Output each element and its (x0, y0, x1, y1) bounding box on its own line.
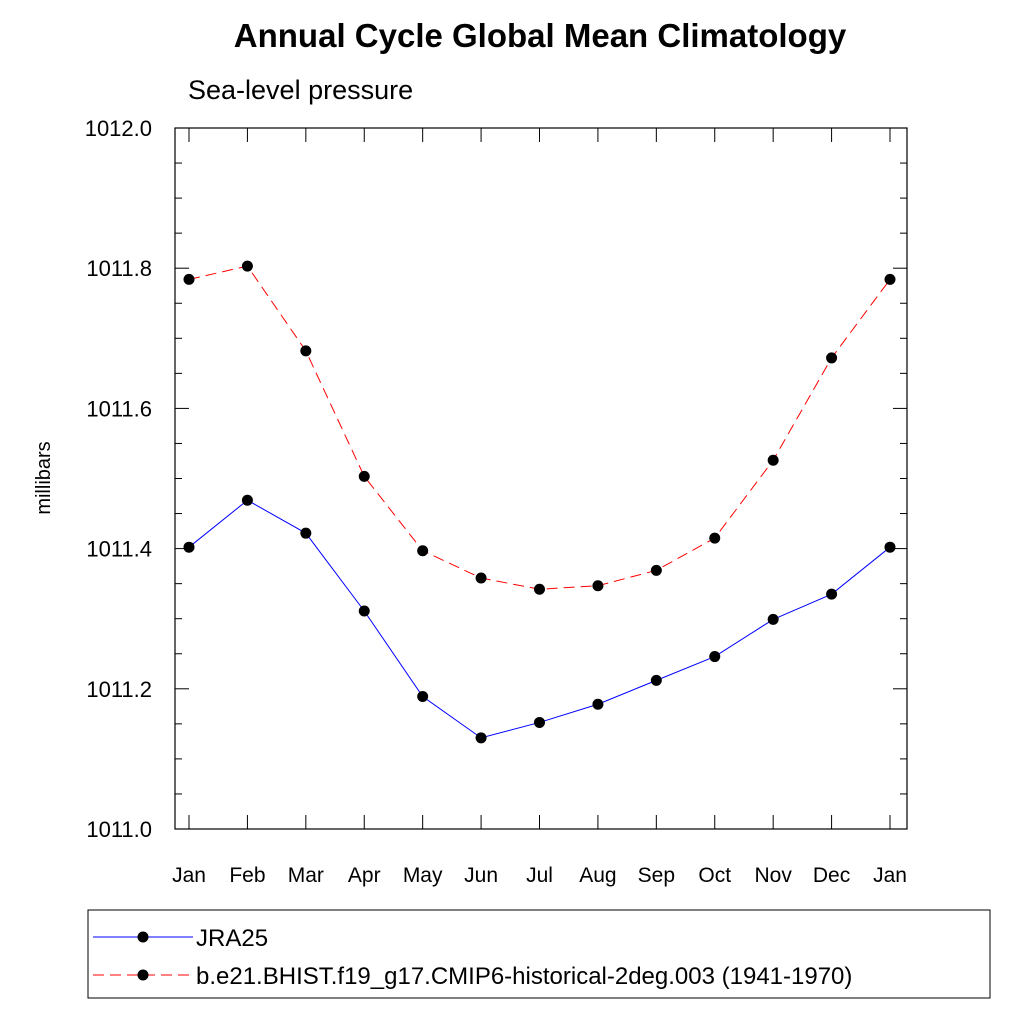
data-point (650, 564, 662, 576)
data-point (241, 494, 253, 506)
data-point (884, 273, 896, 285)
series-2 (183, 260, 896, 595)
data-point (767, 454, 779, 466)
legend-box (87, 909, 991, 999)
y-tick-label: 1011.2 (86, 677, 152, 702)
legend-marker (137, 931, 149, 943)
data-point (417, 545, 429, 557)
data-point (826, 588, 838, 600)
x-tick-label: May (403, 864, 443, 887)
x-tick-label: Jan (873, 864, 907, 887)
data-point (358, 605, 370, 617)
chart-title: Annual Cycle Global Mean Climatology (234, 17, 847, 54)
data-point (183, 541, 195, 553)
x-axis: Jan Feb Mar Apr May Jun Jul Aug Sep Oct Nov Dec Jan (172, 128, 907, 887)
data-point (534, 716, 545, 728)
y-tick-label: 1011.8 (86, 256, 152, 281)
series-1 (183, 494, 896, 744)
data-point (884, 541, 896, 553)
legend-item-1: JRA25 (93, 925, 268, 952)
data-point (300, 527, 312, 539)
data-point (475, 572, 487, 584)
x-tick-label: Mar (288, 864, 324, 887)
data-point (650, 674, 662, 686)
data-point (358, 470, 370, 482)
y-tick-label: 1011.4 (86, 537, 152, 562)
chart-subtitle: Sea-level pressure (188, 75, 413, 105)
series-line (188, 265, 891, 590)
x-tick-label: Jun (464, 864, 498, 887)
y-tick-label: 1011.0 (86, 817, 152, 842)
data-point (826, 352, 838, 364)
y-tick-label: 1011.6 (86, 396, 152, 421)
legend-marker (137, 969, 149, 981)
x-tick-label: Jan (172, 864, 206, 887)
data-point (241, 260, 253, 272)
y-axis-label: millibars (33, 441, 55, 514)
data-point (183, 273, 195, 285)
data-point (592, 580, 604, 592)
x-tick-label: Oct (698, 864, 731, 887)
x-tick-label: Aug (579, 864, 616, 887)
y-axis: 1011.0 1011.2 1011.4 1011.6 1011.8 1012.0 (85, 116, 907, 842)
series-layer (183, 260, 896, 744)
data-point (534, 583, 545, 595)
legend-label: JRA25 (196, 925, 268, 952)
x-tick-label: Nov (754, 864, 792, 887)
data-point (709, 651, 721, 663)
legend-item-2: b.e21.BHIST.f19_g17.CMIP6-historical-2de… (93, 963, 852, 990)
data-point (767, 613, 779, 625)
data-point (592, 698, 604, 710)
data-point (300, 345, 312, 357)
x-tick-label: Dec (813, 864, 850, 887)
data-point (417, 691, 429, 703)
x-tick-label: Feb (229, 864, 265, 887)
legend-label: b.e21.BHIST.f19_g17.CMIP6-historical-2de… (196, 963, 852, 990)
series-line (188, 499, 891, 739)
y-tick-label: 1012.0 (85, 116, 152, 141)
data-point (475, 732, 487, 744)
data-point (709, 532, 721, 544)
x-tick-label: Jul (526, 864, 553, 887)
x-tick-label: Apr (348, 864, 381, 887)
legend: JRA25 b.e21.BHIST.f19_g17.CMIP6-historica… (87, 909, 991, 999)
x-tick-label: Sep (638, 864, 675, 887)
